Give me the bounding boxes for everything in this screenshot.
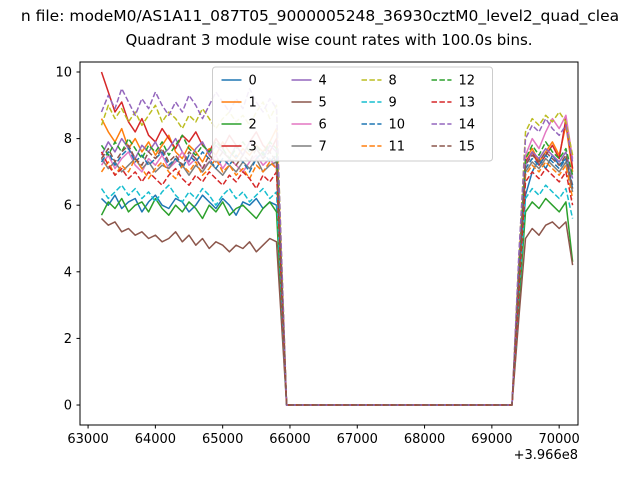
series-lines xyxy=(100,71,574,406)
series-line-13 xyxy=(100,151,574,406)
y-tick-label: 0 xyxy=(64,399,72,414)
x-tick-label: 70000 xyxy=(538,432,579,447)
y-tick-label: 4 xyxy=(64,265,72,280)
y-tick-label: 6 xyxy=(64,199,72,214)
x-tick-label: 69000 xyxy=(471,432,512,447)
series-line-2 xyxy=(100,197,574,406)
x-tick-label: 66000 xyxy=(269,432,310,447)
axes-title: Quadrant 3 module wise count rates with … xyxy=(125,31,533,49)
y-tick-label: 8 xyxy=(64,132,72,147)
legend-label-12: 12 xyxy=(459,74,476,89)
y-axis: 0 2 4 6 8 10 xyxy=(55,65,80,414)
x-tick-label: 67000 xyxy=(337,432,378,447)
legend-label-15: 15 xyxy=(459,140,476,155)
legend-box xyxy=(212,66,493,162)
x-tick-label: 65000 xyxy=(202,432,243,447)
x-tick-label: 68000 xyxy=(404,432,445,447)
series-line-7 xyxy=(100,157,574,406)
y-tick-label: 10 xyxy=(55,65,72,80)
legend-label-11: 11 xyxy=(389,140,406,155)
x-axis: 63000 64000 65000 66000 67000 68000 69000 70000… xyxy=(67,425,580,463)
legend-label-10: 10 xyxy=(389,118,406,133)
legend-label-2: 2 xyxy=(249,118,257,133)
axes-spines xyxy=(79,61,579,426)
legend-label-0: 0 xyxy=(249,74,257,89)
legend-label-5: 5 xyxy=(319,96,327,111)
series-line-12 xyxy=(100,134,574,406)
legend-label-7: 7 xyxy=(319,140,327,155)
x-tick-label: 63000 xyxy=(67,432,108,447)
legend-label-3: 3 xyxy=(249,140,257,155)
legend-label-6: 6 xyxy=(319,118,327,133)
figure-suptitle: n file: modeM0/AS1A11_087T05_9000005248_… xyxy=(20,7,620,25)
x-axis-offset-label: +3.966e8 xyxy=(514,448,578,463)
series-line-14 xyxy=(100,87,574,406)
legend-label-1: 1 xyxy=(249,96,257,111)
series-line-4 xyxy=(100,137,574,406)
series-line-11 xyxy=(100,157,574,406)
legend-label-14: 14 xyxy=(459,118,476,133)
y-tick-label: 2 xyxy=(64,332,72,347)
legend-label-8: 8 xyxy=(389,74,397,89)
series-line-9 xyxy=(100,184,574,406)
legend-label-4: 4 xyxy=(319,74,327,89)
legend-label-9: 9 xyxy=(389,96,397,111)
series-line-15 xyxy=(100,144,574,406)
series-line-5 xyxy=(100,217,574,406)
x-tick-label: 64000 xyxy=(135,432,176,447)
series-line-0 xyxy=(100,154,574,406)
series-line-10 xyxy=(100,147,574,406)
legend-label-13: 13 xyxy=(459,96,476,111)
